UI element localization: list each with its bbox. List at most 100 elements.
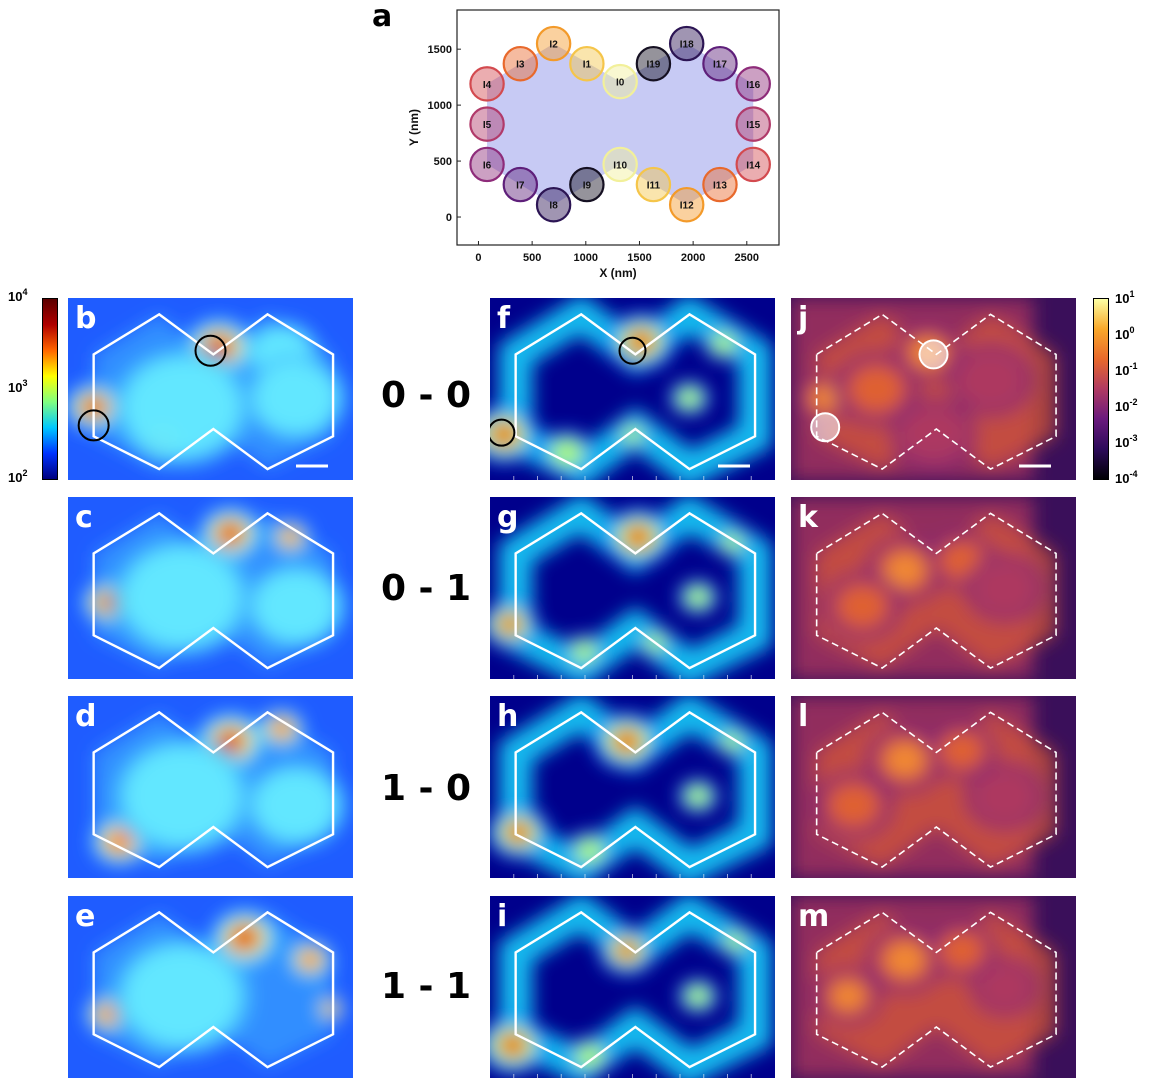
island-i12: [668, 186, 705, 223]
heatmap-hotspot: [621, 425, 644, 444]
jet-map-panel: b: [68, 298, 353, 480]
sample-outline: [92, 511, 335, 670]
inferno-heatmap: [791, 896, 1076, 1078]
panel-letter-g: g: [497, 500, 519, 535]
right-colorbar-gradient: [1094, 299, 1108, 479]
row-label-1-1: 1 - 1: [380, 966, 472, 1007]
heatmap-hotspot: [972, 768, 1038, 824]
right-colorbar-tick-2: 10-1: [1115, 361, 1138, 378]
heatmap-hotspot: [832, 982, 864, 1010]
heatmap-hotspot: [721, 732, 744, 751]
island-label: I0: [616, 78, 625, 89]
heatmap-hotspot: [617, 733, 637, 750]
island-i1: [569, 45, 605, 82]
row-label-1-0: 1 - 0: [380, 768, 472, 809]
heatmap-field: [791, 497, 1057, 679]
left-colorbar-tick-mid: 103: [8, 378, 28, 395]
jet-map-panel: e: [68, 896, 353, 1078]
island-label: I11: [647, 181, 661, 192]
island-i2: [535, 25, 572, 62]
heatmap-hotspot: [676, 387, 703, 409]
y-tick-label: 1500: [428, 44, 452, 56]
sample-outline: [514, 511, 757, 670]
island-label: I1: [583, 60, 592, 71]
row-label-0-1: 0 - 1: [380, 568, 472, 609]
island-i15: [735, 106, 771, 142]
panel-letter-c: c: [75, 500, 93, 535]
heatmap-hotspot: [323, 1003, 337, 1015]
sample-outline: [815, 911, 1057, 1069]
heatmap-hotspot: [836, 584, 888, 628]
island-label: I16: [746, 80, 760, 91]
inferno-heatmap: [791, 298, 1076, 480]
heatmap-hotspot: [940, 931, 984, 970]
heatmap-hotspot: [828, 783, 880, 827]
island-i5: [469, 106, 505, 142]
panel-letter-j: j: [798, 301, 809, 336]
heatmap-hotspot: [123, 946, 241, 1046]
left-colorbar-tick-bottom: 102: [8, 468, 28, 485]
sample-outline: [92, 312, 335, 471]
jet-map-panel: c: [68, 497, 353, 679]
jet2-map-panel: g: [490, 497, 775, 679]
heatmap-hotspot: [281, 529, 300, 545]
x-axis-title: X (nm): [599, 266, 636, 280]
heatmap-field: [791, 896, 1057, 1078]
panel-letter-b: b: [75, 301, 97, 336]
heatmap-hotspot: [509, 825, 528, 840]
sample-outline: [514, 910, 757, 1069]
y-axis-title: Y (nm): [407, 109, 421, 146]
heatmap-hotspot: [685, 985, 711, 1007]
island-label: I8: [549, 201, 558, 212]
jet2-heatmap: [490, 896, 775, 1078]
island-i0: [602, 63, 638, 100]
panel-letter-i: i: [497, 899, 508, 934]
left-colorbar-gradient: [43, 299, 57, 479]
x-tick-label: 0: [475, 252, 481, 264]
panel-a-region: [487, 43, 754, 205]
probe-marker-circle: [194, 334, 227, 367]
heatmap-hotspot: [253, 362, 339, 434]
x-tick-label: 2500: [735, 252, 759, 264]
island-i14: [735, 146, 771, 183]
right-colorbar-tick-1: 100: [1115, 325, 1135, 342]
island-i11: [635, 166, 672, 203]
right-colorbar-tick-4: 10-3: [1115, 433, 1138, 450]
x-tick-label: 1000: [574, 252, 598, 264]
probe-marker-circle: [810, 412, 841, 443]
heatmap-hotspot: [898, 404, 969, 465]
probe-marker-circle: [490, 418, 516, 447]
heatmap-hotspot: [618, 943, 635, 958]
panel-letter-k: k: [798, 500, 818, 535]
island-i6: [469, 146, 505, 183]
island-i3: [502, 45, 539, 82]
panel-letter-m: m: [798, 899, 830, 934]
island-label: I9: [583, 181, 592, 192]
y-tick-label: 1000: [428, 100, 452, 112]
sample-outline: [815, 711, 1057, 869]
heatmap-field: [791, 696, 1057, 878]
panel-letter-d: d: [75, 699, 97, 734]
heatmap-hotspot: [685, 586, 711, 608]
island-label: I17: [713, 60, 727, 71]
right-colorbar-tick-3: 10-2: [1115, 397, 1138, 414]
right-colorbar-tick-0: 101: [1115, 289, 1135, 306]
sample-outline: [815, 313, 1057, 471]
panel-letter-f: f: [497, 301, 511, 336]
island-label: I19: [646, 60, 660, 71]
heatmap-hotspot: [849, 365, 904, 413]
x-tick-label: 1500: [627, 252, 651, 264]
island-label: I4: [483, 80, 492, 91]
island-i9: [569, 166, 605, 203]
island-i7: [502, 166, 539, 203]
panel-letter-e: e: [75, 899, 96, 934]
inferno-map-panel: m: [791, 896, 1076, 1078]
island-i10: [602, 146, 638, 183]
jet2-map-panel: h: [490, 696, 775, 878]
heatmap-hotspot: [501, 617, 518, 632]
heatmap-hotspot: [976, 963, 1033, 1011]
left-colorbar-tick-top: 104: [8, 287, 28, 304]
island-label: I18: [680, 40, 694, 51]
heatmap-hotspot: [550, 438, 584, 467]
heatmap-field: [68, 314, 348, 470]
